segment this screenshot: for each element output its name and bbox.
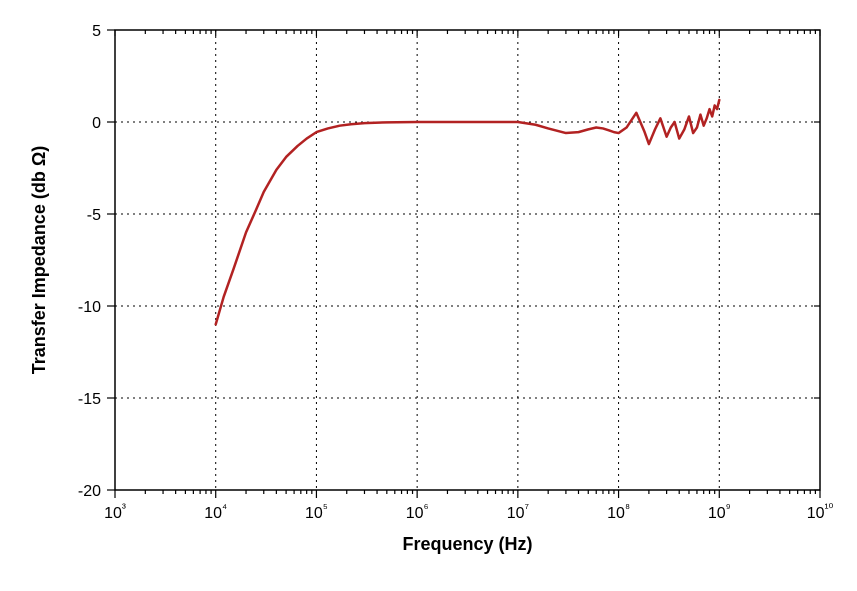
- chart-container: 10³10⁴10⁵10⁶10⁷10⁸10⁹10¹⁰-20-15-10-505Fr…: [0, 0, 857, 591]
- y-tick-label: -15: [78, 391, 101, 408]
- y-tick-label: -20: [78, 483, 101, 500]
- chart-svg: 10³10⁴10⁵10⁶10⁷10⁸10⁹10¹⁰-20-15-10-505Fr…: [0, 0, 857, 591]
- y-tick-label: -5: [87, 207, 101, 224]
- x-axis-label: Frequency (Hz): [402, 534, 532, 554]
- y-tick-label: -10: [78, 299, 101, 316]
- y-tick-label: 0: [92, 115, 101, 132]
- y-tick-label: 5: [92, 23, 101, 40]
- y-axis-label: Transfer Impedance (db Ω): [29, 146, 49, 374]
